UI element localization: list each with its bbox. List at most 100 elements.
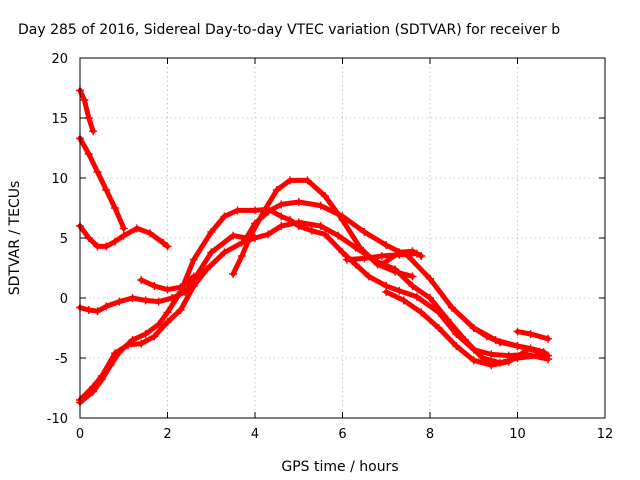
data-point: [189, 272, 198, 281]
data-point: [84, 114, 93, 122]
data-point: [189, 255, 198, 264]
data-point: [272, 186, 281, 194]
data-point: [417, 252, 426, 260]
series-line: [379, 248, 424, 267]
series-track-a: [76, 86, 98, 136]
x-tick-labels: 0 2 4 6 8 10 12: [76, 427, 613, 442]
x-tick-label: 6: [338, 427, 346, 442]
series-track-f: [76, 218, 544, 404]
x-tick-label: 4: [251, 427, 259, 442]
data-point: [316, 201, 325, 210]
data-point: [391, 267, 399, 276]
data-point: [111, 237, 119, 246]
data-point: [264, 230, 273, 239]
data-point: [141, 330, 150, 338]
data-point: [220, 212, 229, 221]
data-point: [97, 372, 106, 380]
data-point: [202, 265, 211, 274]
data-point: [237, 252, 246, 260]
series-line: [77, 87, 96, 134]
data-point: [128, 294, 137, 302]
data-point: [408, 247, 417, 256]
x-tick-label: 0: [76, 427, 84, 442]
data-point: [89, 127, 98, 136]
plot-frame: [79, 57, 606, 419]
data-point: [321, 230, 329, 239]
data-point: [408, 282, 417, 290]
data-point: [426, 294, 434, 302]
data-point: [544, 355, 553, 364]
data-point: [487, 361, 496, 370]
x-tick-label: 2: [163, 427, 171, 442]
data-point: [80, 96, 89, 104]
data-point: [395, 248, 404, 257]
y-tick-label: 10: [51, 172, 68, 187]
data-point: [119, 231, 128, 240]
series-track-b: [76, 134, 128, 233]
series-track-h: [137, 272, 198, 294]
y-tick-labels: -10 -5 0 5 10 15 20: [47, 52, 68, 427]
y-tick-label: 20: [51, 52, 68, 67]
y-tick-label: -10: [47, 412, 68, 427]
data-point: [163, 285, 172, 294]
data-point: [539, 348, 548, 356]
data-point: [146, 229, 154, 238]
data-point: [452, 342, 461, 350]
data-point: [102, 242, 111, 251]
data-point: [259, 207, 268, 216]
data-point: [338, 216, 347, 224]
data-point: [294, 218, 303, 227]
data-point: [119, 224, 128, 233]
data-point: [377, 260, 386, 269]
data-point: [93, 242, 102, 251]
chart-title: Day 285 of 2016, Sidereal Day-to-day VTE…: [18, 22, 560, 38]
data-point: [93, 307, 102, 316]
data-point: [159, 238, 168, 247]
data-point: [220, 248, 229, 257]
data-point: [382, 288, 391, 296]
data-point: [417, 308, 426, 317]
data-point: [395, 286, 404, 295]
x-tick-label: 10: [509, 427, 526, 442]
data-point: [316, 222, 325, 230]
data-point: [251, 234, 259, 242]
data-point: [382, 241, 391, 250]
data-point: [154, 320, 163, 329]
series-track-m: [513, 327, 553, 343]
data-point: [150, 332, 159, 341]
data-point: [360, 228, 369, 236]
data-point: [207, 248, 216, 257]
data-point: [93, 168, 102, 176]
data-point: [526, 344, 535, 353]
data-point: [207, 228, 216, 236]
data-point: [338, 248, 347, 257]
data-point: [294, 198, 303, 206]
data-point: [137, 339, 146, 348]
data-point: [277, 222, 286, 230]
data-point: [237, 238, 246, 247]
data-point: [111, 349, 119, 358]
data-point: [399, 296, 408, 305]
data-point: [513, 342, 522, 350]
data-point: [377, 252, 386, 260]
data-point: [469, 324, 478, 332]
data-series: [76, 86, 553, 407]
data-point: [124, 340, 133, 349]
data-point: [84, 234, 93, 242]
series-track-g: [229, 176, 417, 281]
data-point: [163, 318, 172, 326]
data-point: [277, 212, 286, 221]
data-point: [447, 303, 456, 312]
data-point: [408, 272, 417, 281]
y-tick-label: -5: [55, 352, 68, 367]
data-point: [154, 297, 163, 306]
data-point: [229, 270, 238, 278]
data-point: [286, 176, 294, 185]
data-point: [89, 382, 98, 391]
data-point: [513, 327, 522, 336]
series-line: [515, 329, 551, 342]
data-point: [150, 282, 159, 290]
data-point: [102, 302, 111, 311]
y-axis-label: SDTVAR / TECUs: [7, 181, 23, 296]
